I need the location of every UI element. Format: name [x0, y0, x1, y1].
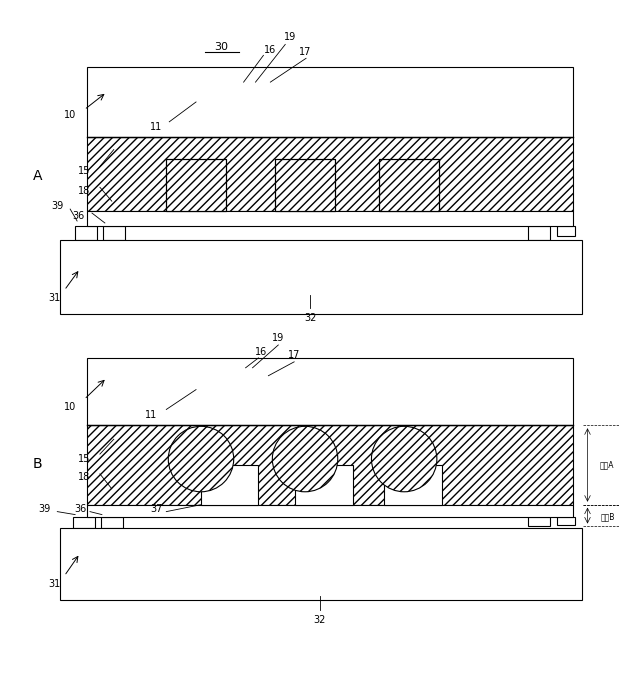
Bar — [528, 226, 550, 240]
Text: 10: 10 — [64, 110, 77, 120]
Circle shape — [272, 426, 338, 492]
Bar — [557, 226, 575, 236]
Text: 11: 11 — [151, 122, 162, 132]
Bar — [384, 465, 442, 505]
Text: 19: 19 — [284, 32, 296, 42]
Text: 18: 18 — [78, 186, 90, 196]
Bar — [557, 516, 575, 525]
Text: 高さB: 高さB — [600, 512, 615, 521]
Text: 11: 11 — [146, 410, 157, 421]
Bar — [379, 160, 439, 211]
Text: 16: 16 — [255, 347, 267, 357]
Bar — [201, 465, 259, 505]
Text: 15: 15 — [78, 166, 90, 177]
Bar — [166, 160, 226, 211]
Text: 16: 16 — [264, 45, 277, 55]
Bar — [87, 137, 573, 211]
Text: 31: 31 — [48, 579, 60, 589]
Bar — [60, 240, 582, 314]
Bar — [75, 226, 97, 240]
Bar — [87, 425, 573, 505]
Text: 39: 39 — [51, 201, 63, 211]
Text: A: A — [33, 169, 42, 184]
Bar — [87, 505, 573, 516]
Bar — [101, 516, 123, 529]
Text: B: B — [32, 457, 42, 471]
Text: 30: 30 — [214, 42, 228, 53]
Bar — [87, 358, 573, 425]
Circle shape — [371, 426, 437, 492]
Text: 36: 36 — [72, 211, 84, 221]
Text: 高さA: 高さA — [600, 460, 615, 469]
Bar — [379, 160, 439, 211]
Text: 31: 31 — [48, 293, 60, 303]
Text: 39: 39 — [39, 503, 50, 514]
Text: 19: 19 — [272, 333, 284, 343]
Text: 36: 36 — [74, 503, 86, 514]
Bar — [103, 226, 124, 240]
Text: 17: 17 — [288, 350, 300, 360]
Bar — [87, 211, 573, 226]
Bar — [276, 160, 335, 211]
Text: 17: 17 — [299, 47, 311, 58]
Text: 32: 32 — [313, 614, 326, 625]
Bar — [528, 516, 550, 527]
Bar — [295, 465, 353, 505]
Text: 15: 15 — [78, 454, 90, 464]
Bar — [166, 160, 226, 211]
Circle shape — [169, 426, 234, 492]
Text: 18: 18 — [78, 472, 90, 482]
Bar — [73, 516, 95, 529]
Text: 10: 10 — [64, 403, 77, 412]
Bar — [60, 529, 582, 600]
Bar — [87, 67, 573, 137]
Bar — [276, 160, 335, 211]
Text: 32: 32 — [304, 313, 316, 323]
Text: 37: 37 — [150, 503, 162, 514]
